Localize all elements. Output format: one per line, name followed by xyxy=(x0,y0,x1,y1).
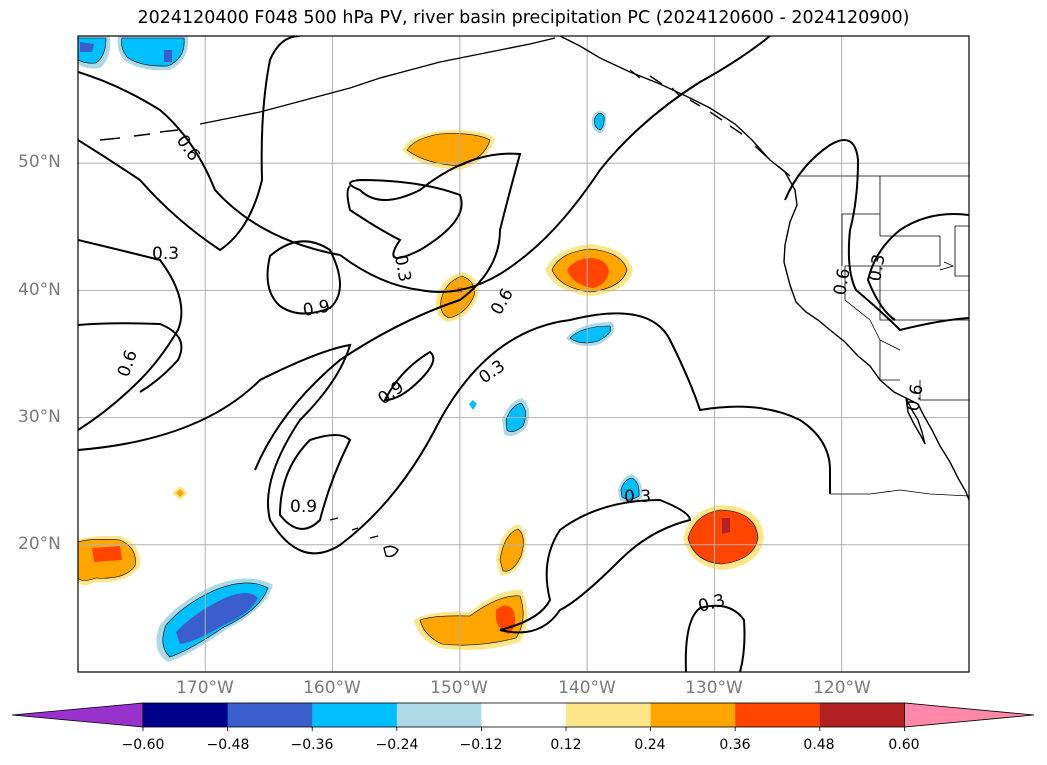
map-gridlines xyxy=(78,36,969,672)
contour-label: 0.3 xyxy=(696,591,727,617)
pv-contour-0.3-west xyxy=(78,322,183,393)
contour-label: 0.3 xyxy=(624,487,651,507)
lat-label-40: 40°N xyxy=(18,280,61,300)
colorbar-segment xyxy=(819,703,905,727)
pv-contour-0.9-mid xyxy=(383,350,435,402)
state-arrow xyxy=(939,261,955,271)
contour-label: 0.9 xyxy=(301,297,331,321)
pv-contour-0.9-loop xyxy=(266,240,341,315)
colorbar-extend-max xyxy=(904,702,1035,728)
political-borders xyxy=(797,175,969,497)
pv-contour-0.3-north xyxy=(78,36,301,252)
pv-contour-0.9-central xyxy=(254,152,522,471)
colorbar-outline xyxy=(142,702,905,728)
colorbar-segment xyxy=(650,703,736,727)
colorbar-segment xyxy=(227,703,313,727)
contour-label: 0.9 xyxy=(374,377,408,409)
pv-contour-0.6-coast xyxy=(784,139,969,332)
colorbar-label: 0.36 xyxy=(719,737,751,753)
page-title: 2024120400 F048 500 hPa PV, river basin … xyxy=(137,8,910,28)
anomaly-positive-gulf-alaska xyxy=(402,130,495,170)
state-lines xyxy=(841,176,969,401)
contour-label: 0.6 xyxy=(830,267,854,297)
colorbar-segment xyxy=(735,703,821,727)
lon-label-150w: 150°W xyxy=(430,678,488,698)
lon-label-160w: 160°W xyxy=(303,678,361,698)
contour-label: 0.6 xyxy=(114,347,142,379)
north-america-west-coast xyxy=(559,36,969,501)
lat-label-50: 50°N xyxy=(18,152,61,172)
coastlines xyxy=(99,36,969,558)
anomaly-positive-40n-140w xyxy=(545,244,633,296)
alaska-coast-islands xyxy=(629,69,791,177)
pv-contour-0.3-coast xyxy=(866,213,969,321)
colorbar-segment xyxy=(312,703,398,727)
colorbar-label: 0.12 xyxy=(550,737,582,753)
contour-label: 0.3 xyxy=(152,244,179,264)
contour-label: 0.3 xyxy=(390,253,414,283)
anomaly-negative-nw-corner xyxy=(78,36,189,71)
us-mexico-border xyxy=(830,489,969,497)
lon-label-120w: 120°W xyxy=(813,678,871,698)
pv-contour-0.6-north xyxy=(78,36,771,293)
alaska-peninsula xyxy=(199,37,556,125)
pv-contour-0.9-south xyxy=(278,434,352,530)
contour-label: 0.3 xyxy=(475,356,509,388)
colorbar-segment xyxy=(396,703,482,727)
lon-label-170w: 170°W xyxy=(176,678,234,698)
precipitation-anomaly-fills xyxy=(78,36,764,662)
lat-label-30: 30°N xyxy=(18,407,61,427)
contour-label: 0.6 xyxy=(172,131,204,165)
anomaly-positive-20n-130w xyxy=(683,505,764,570)
lat-label-20: 20°N xyxy=(18,534,61,554)
contour-label: 0.3 xyxy=(865,253,889,283)
anomaly-positive-small-24n-170w xyxy=(172,486,188,500)
pv-contour-0.3-se xyxy=(684,604,746,672)
colorbar-segment xyxy=(566,703,652,727)
lon-label-140w: 140°W xyxy=(558,678,616,698)
colorbar-label: 0.60 xyxy=(888,737,920,753)
colorbar-label: 0.24 xyxy=(634,737,666,753)
colorbar-label: −0.60 xyxy=(121,737,165,753)
anomaly-positive-13n-148w xyxy=(414,589,528,650)
colorbar xyxy=(11,702,1035,731)
colorbar-label: 0.48 xyxy=(803,737,835,753)
anomaly-negative-small xyxy=(469,110,643,503)
anomaly-positive-20n-178w xyxy=(78,535,141,586)
pv-contours xyxy=(78,36,969,672)
colorbar-extend-min xyxy=(11,702,144,728)
anomaly-negative-14n-165w xyxy=(156,578,273,662)
colorbar-label: −0.36 xyxy=(290,737,334,753)
baja-california xyxy=(905,397,926,445)
anomaly-positive-40n-150w xyxy=(435,272,479,322)
colorbar-segment xyxy=(143,703,229,727)
contour-label: 0.6 xyxy=(903,383,927,413)
pv-contour-0.3-south xyxy=(499,498,692,634)
aleutian-islands xyxy=(99,129,179,141)
colorbar-label: −0.24 xyxy=(375,737,419,753)
colorbar-segment xyxy=(481,703,567,727)
map-frame xyxy=(77,35,970,673)
lon-label-130w: 130°W xyxy=(685,678,743,698)
pv-contour-0.6-nw xyxy=(78,239,183,431)
contour-label: 0.9 xyxy=(290,497,317,517)
pv-contour-0.3-center xyxy=(78,312,831,555)
colorbar-label: −0.12 xyxy=(459,737,503,753)
colorbar-label: −0.48 xyxy=(206,737,250,753)
anomaly-positive-18n-145w xyxy=(496,524,526,576)
hawaii-islands xyxy=(329,517,399,558)
